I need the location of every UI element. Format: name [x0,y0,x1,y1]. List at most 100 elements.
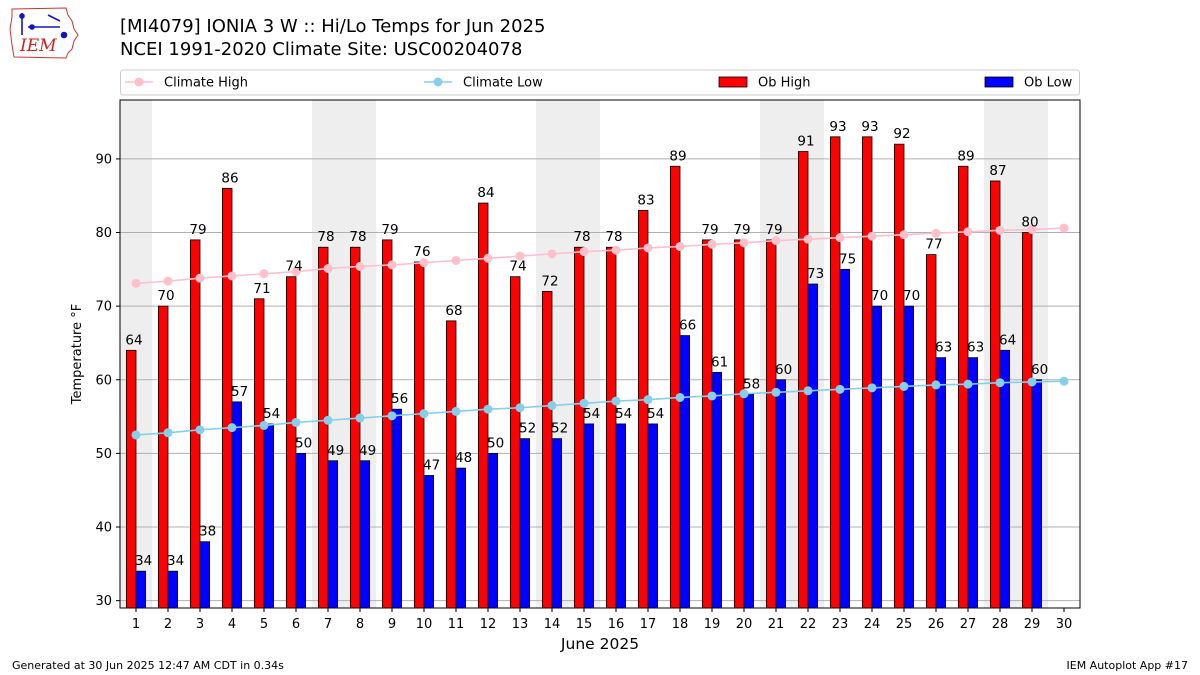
point-climate-low-11 [451,406,461,416]
bar-ob-low-16 [615,423,627,609]
point-climate-low-10 [419,409,429,419]
point-climate-high-29 [1027,225,1037,235]
data-label-ob-low-25: 70 [903,288,920,304]
bar-ob-low-28 [999,349,1011,609]
point-climate-high-15 [579,247,589,257]
data-label-ob-high-20: 79 [733,222,750,238]
data-label-ob-high-14: 72 [541,273,558,289]
data-label-ob-low-7: 49 [327,443,344,459]
bar-ob-low-15 [583,423,595,609]
point-climate-high-14 [547,249,557,259]
point-climate-high-5 [259,269,269,279]
x-tick-label-22: 22 [800,617,817,632]
iowa-outline [9,7,79,59]
point-climate-low-7 [323,415,333,425]
bar-ob-high-8 [349,246,361,609]
bar-ob-low-21 [775,379,787,609]
data-label-ob-low-16: 54 [615,406,632,422]
legend-label-ob-low: Ob Low [1024,76,1073,91]
data-label-ob-low-5: 54 [263,406,280,422]
bar-ob-low-13 [519,438,531,609]
weather-mark-icon [19,13,68,39]
bar-ob-low-29 [1031,379,1043,609]
data-label-ob-low-23: 75 [839,251,856,267]
data-label-ob-low-12: 50 [487,435,504,451]
x-axis-label: June 2025 [560,635,639,653]
data-label-ob-low-9: 56 [391,391,408,407]
x-tick-label-4: 4 [228,617,236,632]
x-tick-label-16: 16 [608,617,625,632]
point-climate-high-19 [707,239,717,249]
point-climate-high-17 [643,243,653,253]
bar-ob-high-5 [253,298,265,609]
bar-ob-low-9 [391,408,403,609]
x-tick-label-5: 5 [260,617,268,632]
point-climate-low-18 [675,392,685,402]
point-climate-high-16 [611,245,621,255]
bar-ob-low-1 [135,570,147,609]
bar-ob-high-15 [574,246,585,609]
x-tick-label-18: 18 [672,617,689,632]
point-climate-high-7 [323,264,333,274]
bar-ob-high-13 [509,276,521,609]
legend: Climate High Climate Low Ob High Ob Low [120,69,1080,96]
x-tick-label-14: 14 [544,617,561,632]
bar-ob-low-12 [487,452,499,609]
point-climate-low-26 [931,380,941,390]
legend-label-climate-low: Climate Low [463,76,543,91]
legend-swatch-ob-high [718,76,748,88]
x-tick-label-17: 17 [640,617,657,632]
y-axis-label: Temperature °F [70,304,85,405]
bar-ob-low-24 [871,305,883,609]
data-label-ob-high-19: 79 [701,222,718,238]
point-climate-high-22 [803,234,813,244]
data-label-ob-high-1: 64 [125,332,142,348]
point-climate-high-25 [899,230,909,240]
point-climate-high-20 [739,238,749,248]
bar-ob-low-27 [967,357,979,609]
x-tick-label-25: 25 [896,617,913,632]
x-tick-label-30: 30 [1056,617,1073,632]
bar-ob-low-7 [327,460,339,609]
point-climate-low-3 [195,425,205,435]
x-tick-label-2: 2 [164,617,172,632]
data-label-ob-low-28: 64 [999,332,1016,348]
point-climate-low-27 [963,379,973,389]
legend-label-climate-high: Climate High [164,76,248,91]
point-climate-high-11 [451,255,461,265]
bar-ob-high-14 [542,291,553,609]
data-label-ob-high-5: 71 [253,281,270,297]
data-label-ob-high-26: 77 [925,237,942,253]
point-climate-high-24 [867,231,877,241]
data-label-ob-low-11: 48 [455,450,472,466]
data-label-ob-high-13: 74 [509,259,526,275]
data-label-ob-low-14: 52 [551,421,568,437]
point-climate-low-14 [547,401,557,411]
point-climate-low-25 [899,381,909,391]
bar-ob-low-4 [231,401,243,609]
point-climate-low-1 [131,430,141,440]
data-label-ob-high-3: 79 [189,222,206,238]
bar-ob-high-7 [317,246,329,609]
x-tick-label-20: 20 [736,617,753,632]
bar-ob-high-25 [894,143,905,609]
point-climate-high-10 [419,258,429,268]
data-label-ob-high-17: 83 [637,192,654,208]
data-label-ob-high-15: 78 [573,229,590,245]
bar-ob-high-20 [734,239,745,609]
bar-ob-low-23 [839,268,851,609]
data-label-ob-high-2: 70 [157,288,174,304]
chart-subtitle: NCEI 1991-2020 Climate Site: USC00204078 [120,39,523,60]
bar-ob-high-19 [702,239,713,609]
y-tick-label-50: 50 [95,447,112,462]
bar-ob-high-22 [798,151,809,609]
bar-ob-low-19 [711,372,723,609]
bar-ob-low-14 [551,438,563,609]
point-climate-high-30 [1059,223,1069,233]
bar-ob-low-10 [423,475,435,609]
x-tick-label-23: 23 [832,617,849,632]
x-tick-label-8: 8 [356,617,364,632]
bar-ob-high-9 [381,239,393,609]
bar-ob-low-20 [743,394,755,609]
